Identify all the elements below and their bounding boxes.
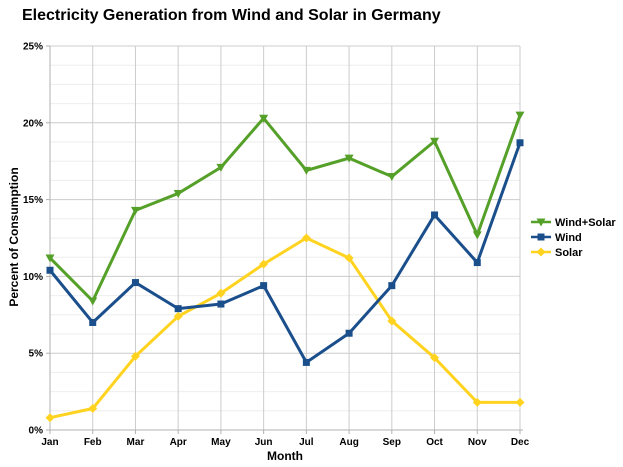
legend-marker-wind [537,233,545,241]
series-wind-marker [174,305,182,313]
legend-label-wind-solar: Wind+Solar [555,217,616,229]
series-solar-marker [301,233,311,243]
x-tick-label: Sep [383,437,401,448]
x-tick-label: May [211,437,231,448]
series-wind-solar-marker [88,297,98,306]
x-axis-title: Month [267,449,303,463]
x-tick-label: Feb [84,437,102,448]
series-solar-marker [259,259,269,269]
series-solar-marker [472,397,482,407]
legend-label-wind: Wind [555,232,582,244]
series-wind-marker [473,259,481,267]
series-wind-solar-marker [430,137,440,146]
series-wind-solar-line [48,114,522,303]
series-wind-marker [516,139,524,147]
series-solar-marker [387,316,397,326]
series-wind-marker [388,282,396,290]
y-tick-label: 0% [29,426,44,437]
series-solar-line [49,236,520,420]
series-wind-marker [89,318,97,326]
series-wind-line [48,142,522,364]
series-wind-solar-marker [173,189,183,198]
series-wind-marker [260,282,268,290]
x-tick-label: Jun [255,437,273,448]
series-wind-solar-marker [387,173,397,182]
x-tick-label: Oct [426,437,443,448]
x-tick-label: Apr [170,437,187,448]
x-tick-label: Aug [339,437,358,448]
series-solar-marker [344,253,354,263]
series-solar-marker [173,311,183,321]
series-wind-solar-marker [259,114,269,123]
chart-title: Electricity Generation from Wind and Sol… [22,7,441,24]
series-solar-marker [88,403,98,413]
legend-marker-solar [536,247,546,257]
series-solar-marker [515,397,525,407]
series-wind-solar-marker [472,231,482,240]
series-wind-marker [431,211,439,219]
y-tick-label: 10% [23,272,43,283]
series-wind-solar-marker [515,111,525,120]
x-tick-label: Dec [511,437,530,448]
y-tick-label: 25% [23,42,43,53]
y-tick-label: 15% [23,195,43,206]
series-wind-solar-marker [301,166,311,175]
series-wind-marker [131,279,139,287]
y-tick-label: 5% [29,349,44,360]
series-wind-marker [302,358,310,366]
y-tick-label: 20% [23,118,43,129]
y-axis-title: Percent of Consumption [7,167,21,307]
series-solar-marker [130,351,140,361]
series-wind-marker [217,300,225,308]
x-tick-label: Jan [41,437,58,448]
x-tick-label: Jul [299,437,314,448]
legend-marker-wind-solar [536,218,546,227]
x-tick-label: Nov [468,437,487,448]
series-solar-marker [216,288,226,298]
series-wind-solar-marker [45,254,55,263]
legend-label-solar: Solar [555,247,583,259]
series-solar-marker [430,353,440,363]
series-solar-marker [45,413,55,423]
x-tick-label: Mar [127,437,145,448]
series-wind-marker [345,329,353,337]
series-wind-solar-marker [344,154,354,163]
series-wind-solar-marker [216,163,226,172]
series-wind-marker [46,266,54,274]
series-wind-solar-marker [130,206,140,215]
